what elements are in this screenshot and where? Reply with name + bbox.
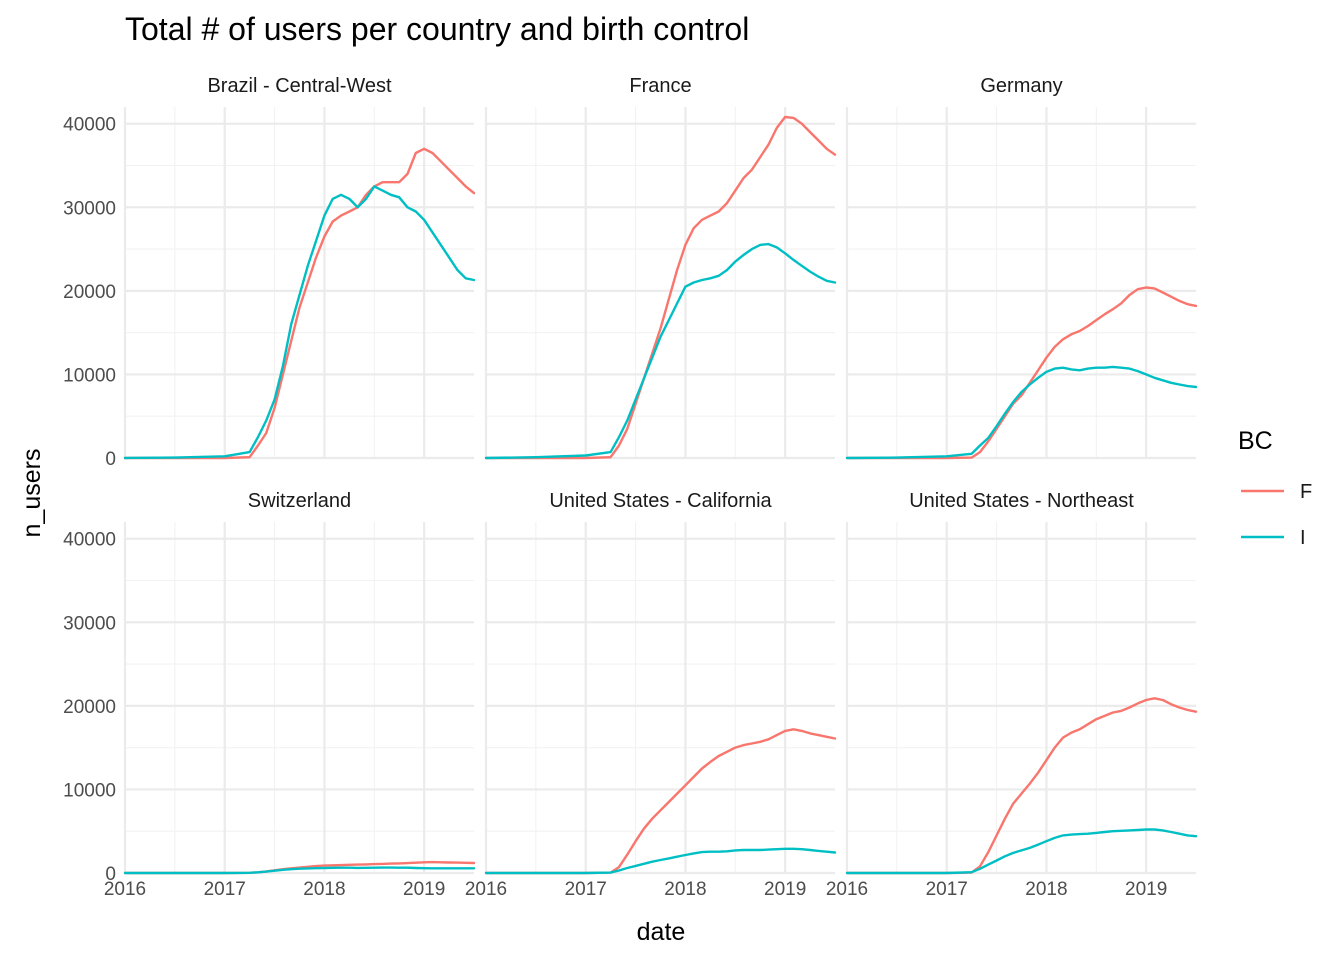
x-tick-label: 2016 [104,879,146,900]
x-tick-label: 2019 [403,879,445,900]
x-tick-label: 2017 [565,879,607,900]
x-tick-label: 2018 [1025,879,1067,900]
panel-united-states-california: United States - California 2016 2017 2018 20… [465,490,837,900]
series-line-f-france [484,115,837,460]
series-line-f-united-states-california [484,728,837,875]
y-tick-label: 40000 [63,115,116,136]
y-tick-label: 40000 [63,530,116,551]
x-axis-title: date [637,918,686,946]
legend-title: BC [1238,427,1273,455]
x-tick-label: 2019 [1125,879,1167,900]
y-tick-label: 30000 [63,198,116,219]
facet-label: United States - Northeast [909,490,1134,512]
series-line-i-united-states-california [484,847,837,875]
facet-label: Germany [980,75,1062,97]
y-tick-label: 10000 [63,780,116,801]
facet-label: Brazil - Central-West [207,75,392,97]
legend-entry-f: F [1241,481,1312,503]
y-axis-title: n_users [18,449,46,538]
x-tick-label: 2018 [303,879,345,900]
legend-label: I [1300,527,1306,549]
series-line-i-france [484,242,837,460]
panel-france: France [484,75,837,460]
y-tick-label: 30000 [63,613,116,634]
facet-label: United States - California [549,490,772,512]
x-tick-label: 2017 [926,879,968,900]
y-tick-label: 10000 [63,365,116,386]
x-tick-label: 2016 [465,879,507,900]
y-tick-label: 0 [105,449,116,470]
series-line-i-brazil-central-west [123,185,476,460]
legend-entry-i: I [1241,527,1306,549]
panel-germany: Germany [845,75,1198,460]
facet-label: France [629,75,691,97]
legend: BC F I [1238,427,1312,549]
series-line-i-germany [845,365,1198,460]
panel-united-states-northeast: United States - Northeast 2016 2017 2018 201… [826,490,1198,900]
series-line-f-brazil-central-west [123,147,476,460]
x-tick-label: 2019 [764,879,806,900]
x-tick-label: 2016 [826,879,868,900]
series-line-f-united-states-northeast [845,697,1198,875]
y-tick-label: 0 [105,864,116,885]
series-line-i-switzerland [123,866,476,875]
panel-brazil-central-west: Brazil - Central-West 0 10000 20000 30000 400… [63,75,476,470]
legend-label: F [1300,481,1312,503]
series-line-f-germany [845,286,1198,460]
facet-panels: Brazil - Central-West 0 10000 20000 30000 400… [63,75,1198,900]
facet-label: Switzerland [248,490,351,512]
series-line-i-united-states-northeast [845,828,1198,875]
y-tick-label: 20000 [63,697,116,718]
chart-title: Total # of users per country and birth c… [125,11,749,47]
x-tick-label: 2017 [204,879,246,900]
y-tick-label: 20000 [63,282,116,303]
panel-switzerland: Switzerland 0 10000 20000 30000 40000 2016 2017… [63,490,476,900]
x-tick-label: 2018 [664,879,706,900]
